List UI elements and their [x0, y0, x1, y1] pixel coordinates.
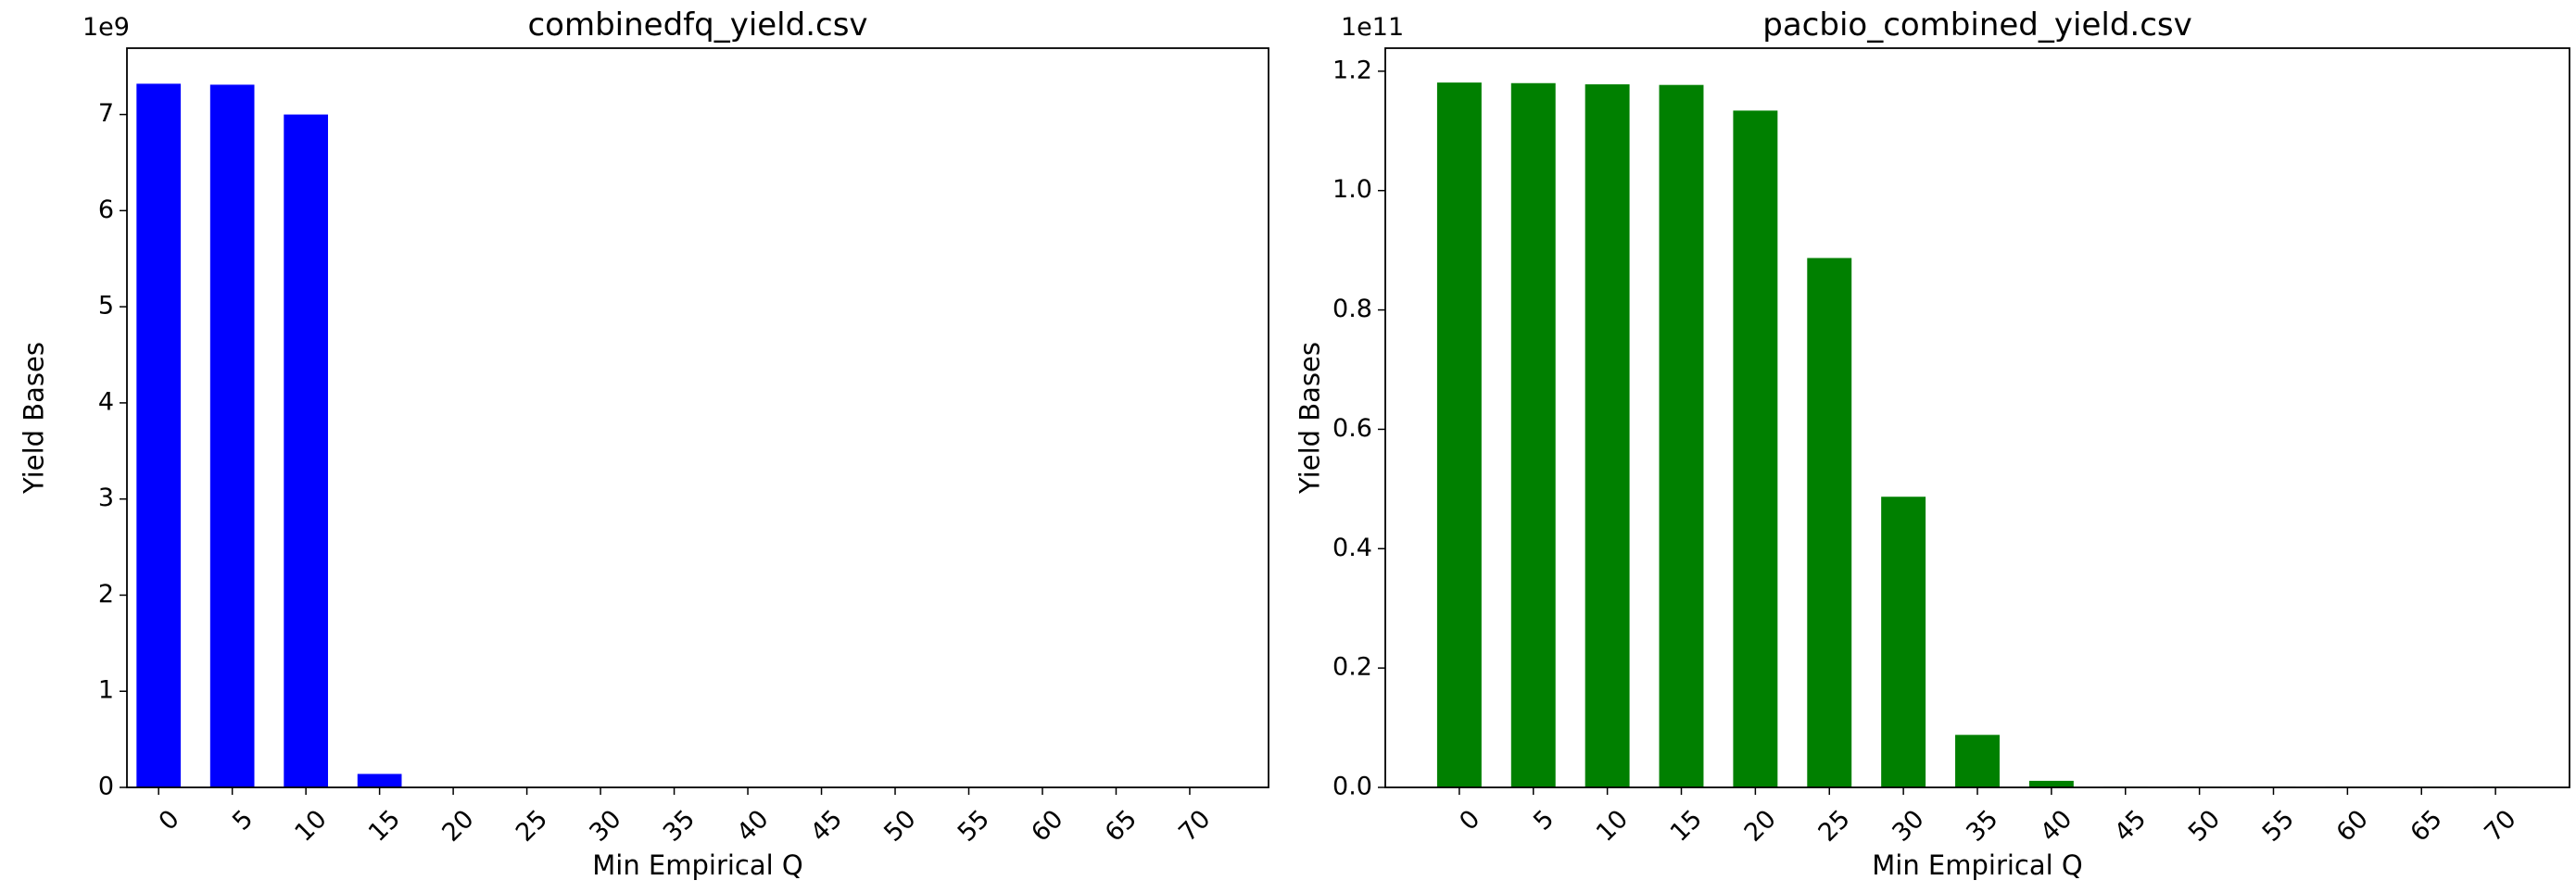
axes-frame [126, 47, 1269, 788]
y-tick-label: 0.8 [1332, 295, 1372, 323]
x-tick-label: 60 [2331, 805, 2374, 848]
y-tick-label: 7 [98, 99, 114, 128]
bar [1733, 110, 1778, 788]
x-tick-label: 5 [227, 805, 259, 836]
bar [136, 83, 182, 787]
axes-frame [1384, 47, 2570, 788]
bar [2028, 780, 2074, 787]
x-tick-label: 50 [878, 805, 921, 848]
x-tick-label: 0 [154, 805, 185, 836]
x-tick-label: 40 [2035, 805, 2077, 848]
x-tick-label: 25 [511, 805, 553, 848]
y-axis-label: Yield Bases [1294, 342, 1326, 495]
x-tick-label: 40 [731, 805, 774, 848]
x-tick-label: 20 [1739, 805, 1782, 848]
x-tick-label: 0 [1454, 805, 1485, 836]
bar [1955, 735, 2000, 787]
offset-label: 1e9 [82, 13, 130, 42]
y-tick-label: 4 [98, 387, 114, 416]
chart-title: combinedfq_yield.csv [527, 6, 867, 44]
x-tick-label: 65 [1100, 805, 1143, 848]
bar [284, 114, 328, 788]
x-tick-label: 70 [1173, 805, 1216, 848]
x-tick-label: 5 [1528, 805, 1559, 836]
x-tick-label: 30 [1887, 805, 1929, 848]
x-axis-label: Min Empirical Q [592, 849, 803, 881]
y-tick-label: 0.6 [1332, 414, 1372, 443]
y-tick-label: 2 [98, 580, 114, 609]
x-tick-label: 65 [2406, 805, 2448, 848]
x-tick-label: 25 [1813, 805, 1856, 848]
x-tick-label: 55 [2257, 805, 2300, 848]
y-tick-label: 1.2 [1332, 56, 1372, 84]
chart-title: pacbio_combined_yield.csv [1762, 6, 2191, 44]
x-tick-label: 70 [2479, 805, 2521, 848]
x-tick-label: 50 [2183, 805, 2226, 848]
x-tick-label: 55 [953, 805, 995, 848]
y-axis-label: Yield Bases [19, 342, 50, 495]
bar [1510, 82, 1556, 787]
bar [1807, 258, 1852, 788]
y-tick-label: 5 [98, 292, 114, 321]
x-tick-label: 15 [1665, 805, 1708, 848]
y-tick-label: 0.0 [1332, 773, 1372, 801]
x-tick-label: 35 [1961, 805, 2003, 848]
bar [1585, 84, 1630, 788]
x-axis-label: Min Empirical Q [1872, 849, 2083, 881]
offset-label: 1e11 [1341, 13, 1404, 42]
bar [1436, 82, 1482, 787]
x-tick-label: 15 [363, 805, 406, 848]
y-tick-label: 1 [98, 676, 114, 705]
x-tick-label: 45 [805, 805, 848, 848]
bar [209, 84, 255, 787]
bar [357, 774, 402, 787]
bar [1659, 84, 1704, 788]
x-tick-label: 10 [1591, 805, 1634, 848]
x-tick-label: 45 [2109, 805, 2152, 848]
y-tick-label: 0.2 [1332, 653, 1372, 682]
x-tick-label: 35 [658, 805, 701, 848]
y-tick-label: 6 [98, 195, 114, 224]
y-tick-label: 1.0 [1332, 175, 1372, 204]
y-tick-label: 0 [98, 773, 114, 801]
x-tick-label: 10 [289, 805, 332, 848]
x-tick-label: 60 [1026, 805, 1068, 848]
bar [1881, 497, 1926, 787]
x-tick-label: 30 [584, 805, 626, 848]
y-tick-label: 3 [98, 484, 114, 512]
y-tick-label: 0.4 [1332, 534, 1372, 562]
x-tick-label: 20 [436, 805, 479, 848]
